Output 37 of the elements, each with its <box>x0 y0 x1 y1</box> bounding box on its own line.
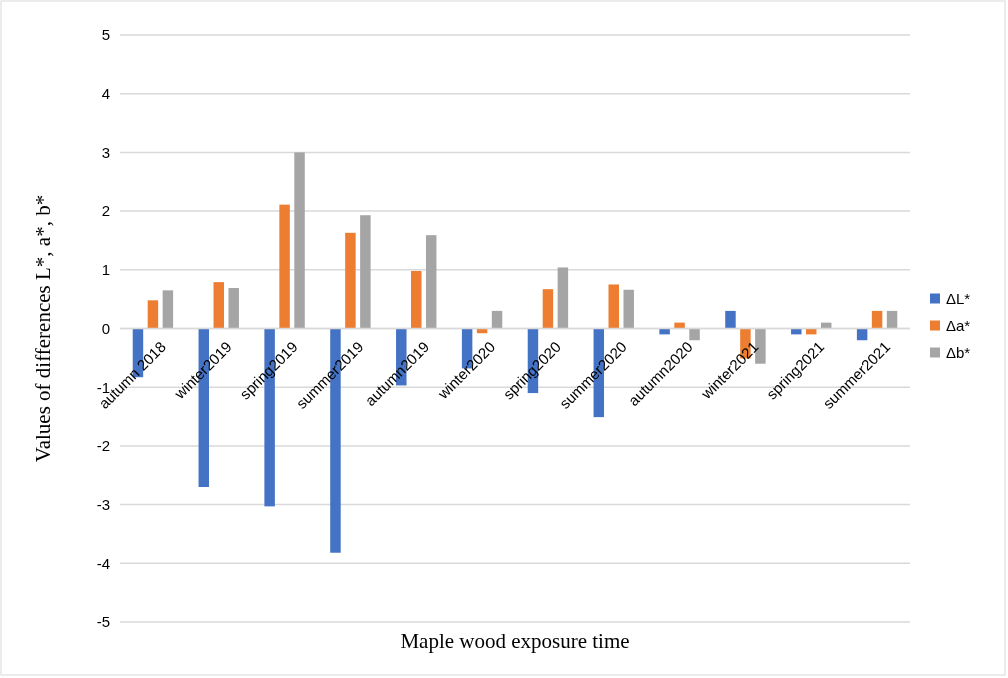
bar <box>623 289 634 329</box>
x-axis-title: Maple wood exposure time <box>400 629 630 653</box>
legend-label: Δb* <box>946 343 971 361</box>
y-tick-label: -5 <box>96 613 110 631</box>
legend-label: ΔL* <box>946 289 971 307</box>
bar <box>294 152 305 329</box>
legend-label: Δa* <box>946 316 971 334</box>
y-tick-label: 2 <box>101 202 110 220</box>
bar <box>557 267 569 329</box>
bar <box>871 310 883 329</box>
bar <box>162 290 174 329</box>
y-tick-label: -3 <box>96 495 110 513</box>
bar <box>279 204 290 329</box>
bar <box>345 232 356 329</box>
y-axis-title: Values of differences L*, a*, b* <box>31 194 55 463</box>
bar <box>360 215 371 329</box>
bar <box>411 270 422 329</box>
bar <box>608 284 619 329</box>
y-tick-label: 1 <box>101 261 110 279</box>
bar <box>659 328 670 335</box>
bar <box>425 235 437 329</box>
bar <box>791 328 802 335</box>
bar <box>689 328 700 341</box>
bar <box>542 289 554 329</box>
bar <box>491 310 503 329</box>
bar <box>147 300 159 329</box>
bar <box>886 310 898 329</box>
y-tick-label: 5 <box>101 26 110 44</box>
y-tick-label: -4 <box>96 554 110 572</box>
y-tick-label: 4 <box>101 85 110 102</box>
bar <box>213 282 224 329</box>
bar <box>725 310 736 329</box>
bar <box>228 288 239 329</box>
bar <box>674 322 685 329</box>
y-tick-label: 0 <box>101 319 110 337</box>
y-tick-label: -2 <box>96 437 110 455</box>
y-tick-label: 3 <box>101 143 110 161</box>
